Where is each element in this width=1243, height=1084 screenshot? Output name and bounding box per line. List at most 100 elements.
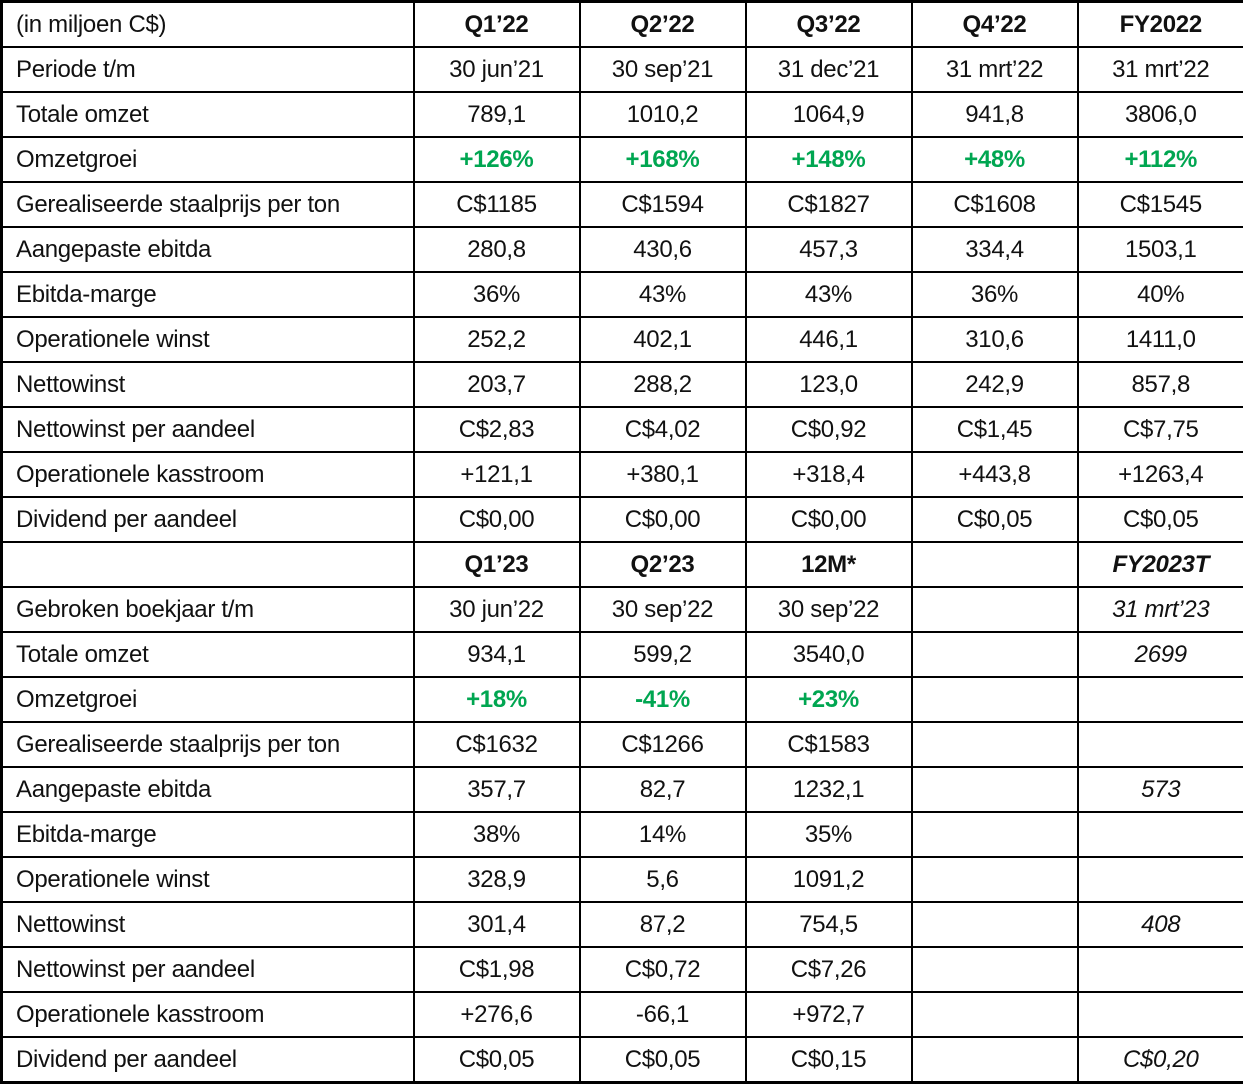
value-cell: C$1,45: [912, 407, 1078, 452]
value-cell: C$2,83: [414, 407, 580, 452]
column-header: Q2’23: [580, 542, 746, 587]
value-cell: [912, 902, 1078, 947]
value-cell: C$1,98: [414, 947, 580, 992]
value-cell: C$1594: [580, 182, 746, 227]
value-cell: 2699: [1078, 632, 1243, 677]
row-label: Totale omzet: [2, 92, 414, 137]
value-cell: -66,1: [580, 992, 746, 1037]
value-cell: [912, 1037, 1078, 1083]
value-cell: 35%: [746, 812, 912, 857]
value-cell: 252,2: [414, 317, 580, 362]
value-cell: [912, 767, 1078, 812]
value-cell: 242,9: [912, 362, 1078, 407]
value-cell: 280,8: [414, 227, 580, 272]
value-cell: C$0,05: [1078, 497, 1243, 542]
value-cell: [912, 722, 1078, 767]
value-cell: C$1827: [746, 182, 912, 227]
value-cell: 310,6: [912, 317, 1078, 362]
value-cell: 789,1: [414, 92, 580, 137]
value-cell: +48%: [912, 137, 1078, 182]
value-cell: 31 dec’21: [746, 47, 912, 92]
value-cell: +18%: [414, 677, 580, 722]
value-cell: 288,2: [580, 362, 746, 407]
column-header: Q1’23: [414, 542, 580, 587]
value-cell: +121,1: [414, 452, 580, 497]
value-cell: -41%: [580, 677, 746, 722]
value-cell: 857,8: [1078, 362, 1243, 407]
value-cell: [912, 992, 1078, 1037]
value-cell: 328,9: [414, 857, 580, 902]
row-label: Nettowinst: [2, 362, 414, 407]
value-cell: 1411,0: [1078, 317, 1243, 362]
value-cell: [912, 947, 1078, 992]
column-header: 12M*: [746, 542, 912, 587]
value-cell: C$1185: [414, 182, 580, 227]
value-cell: 430,6: [580, 227, 746, 272]
unit-note: (in miljoen C$): [2, 2, 414, 48]
value-cell: [1078, 722, 1243, 767]
value-cell: 301,4: [414, 902, 580, 947]
value-cell: 3806,0: [1078, 92, 1243, 137]
column-header: [912, 542, 1078, 587]
row-label: Omzetgroei: [2, 677, 414, 722]
value-cell: C$1608: [912, 182, 1078, 227]
value-cell: +148%: [746, 137, 912, 182]
value-cell: C$0,05: [414, 1037, 580, 1083]
value-cell: 87,2: [580, 902, 746, 947]
value-cell: C$0,92: [746, 407, 912, 452]
value-cell: C$0,05: [912, 497, 1078, 542]
value-cell: 36%: [912, 272, 1078, 317]
value-cell: [1078, 812, 1243, 857]
value-cell: 1503,1: [1078, 227, 1243, 272]
row-label: Periode t/m: [2, 47, 414, 92]
row-label: Aangepaste ebitda: [2, 227, 414, 272]
row-label: Ebitda-marge: [2, 812, 414, 857]
row-label: Dividend per aandeel: [2, 1037, 414, 1083]
value-cell: C$1545: [1078, 182, 1243, 227]
value-cell: [912, 857, 1078, 902]
value-cell: [1078, 947, 1243, 992]
value-cell: +1263,4: [1078, 452, 1243, 497]
value-cell: 31 mrt’22: [1078, 47, 1243, 92]
value-cell: 3540,0: [746, 632, 912, 677]
row-label: Gebroken boekjaar t/m: [2, 587, 414, 632]
value-cell: 203,7: [414, 362, 580, 407]
column-header: Q4’22: [912, 2, 1078, 48]
value-cell: 1010,2: [580, 92, 746, 137]
row-label: Aangepaste ebitda: [2, 767, 414, 812]
row-label: Totale omzet: [2, 632, 414, 677]
value-cell: C$0,15: [746, 1037, 912, 1083]
value-cell: C$0,00: [580, 497, 746, 542]
value-cell: 1091,2: [746, 857, 912, 902]
value-cell: 82,7: [580, 767, 746, 812]
row-label: Nettowinst per aandeel: [2, 947, 414, 992]
value-cell: C$0,20: [1078, 1037, 1243, 1083]
value-cell: [912, 812, 1078, 857]
value-cell: 14%: [580, 812, 746, 857]
value-cell: 5,6: [580, 857, 746, 902]
value-cell: 573: [1078, 767, 1243, 812]
value-cell: 357,7: [414, 767, 580, 812]
value-cell: +126%: [414, 137, 580, 182]
row-label: Operationele kasstroom: [2, 452, 414, 497]
value-cell: +112%: [1078, 137, 1243, 182]
value-cell: [912, 677, 1078, 722]
value-cell: 1064,9: [746, 92, 912, 137]
value-cell: C$4,02: [580, 407, 746, 452]
value-cell: +380,1: [580, 452, 746, 497]
value-cell: 30 jun’22: [414, 587, 580, 632]
